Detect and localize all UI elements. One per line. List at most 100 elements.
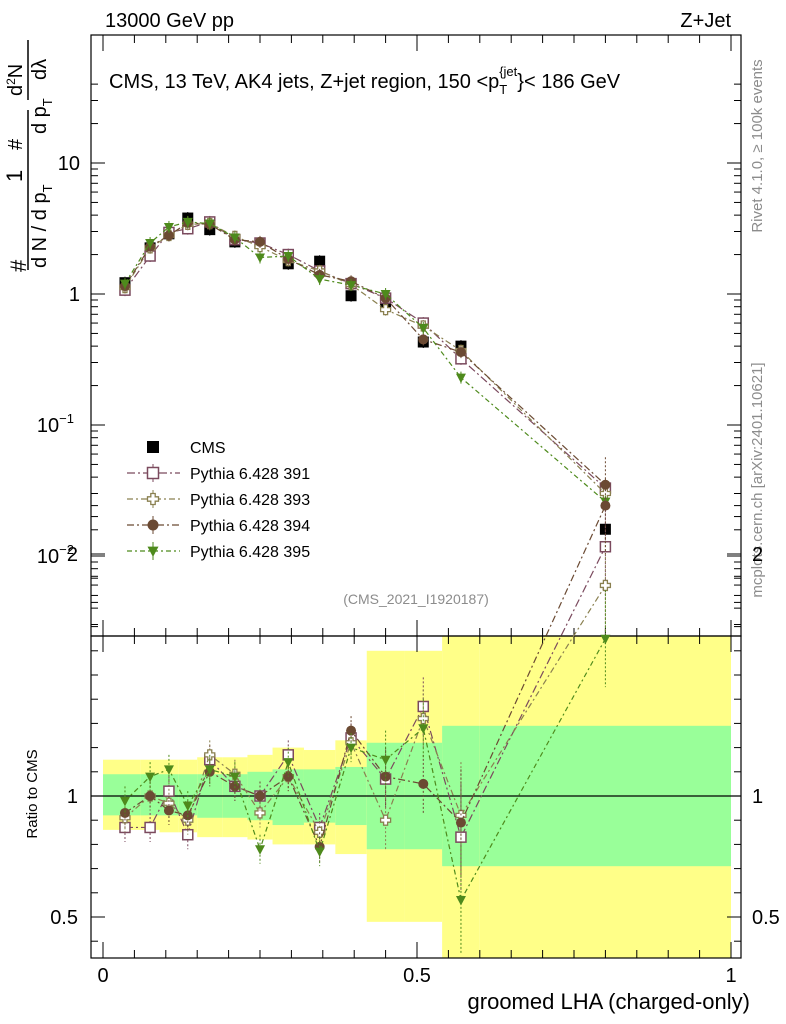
ratio-point	[418, 724, 429, 734]
x-axis-label: groomed LHA (charged-only)	[468, 989, 750, 1014]
ratio-y-label: Ratio to CMS	[24, 749, 41, 838]
ratio-tick-label: 2	[67, 544, 78, 566]
ratio-line	[124, 585, 606, 834]
ratio-point	[255, 791, 265, 801]
y-tick-label: 1	[69, 284, 80, 306]
legend-marker	[146, 466, 160, 480]
y-tick-label: 10	[58, 153, 80, 175]
legend-label: Pythia 6.428 393	[190, 492, 310, 509]
data-point	[204, 219, 215, 230]
ratio-point	[255, 845, 265, 855]
y-axis-label: # 1 d N / d pT # d2N d pT dλ	[2, 40, 55, 272]
data-point	[345, 290, 357, 302]
series-line	[124, 222, 606, 486]
analysis-label: (CMS_2021_I1920187)	[343, 591, 489, 607]
legend-entry: CMS	[147, 440, 226, 457]
data-point	[119, 279, 130, 290]
data-point	[145, 239, 156, 249]
x-tick-label: 0	[97, 965, 108, 987]
mcplots-label: mcplots.cern.ch [arXiv:2401.10621]	[749, 362, 766, 597]
ratio-point	[455, 817, 466, 828]
legend-label: Pythia 6.428 395	[190, 544, 310, 561]
ratio-line	[124, 638, 606, 902]
x-tick-label: 0.5	[403, 965, 431, 987]
ratio-point	[418, 778, 429, 789]
x-tick-label: 1	[725, 965, 736, 987]
ratio-point	[163, 805, 174, 816]
data-point	[418, 324, 429, 334]
ratio-point	[599, 579, 612, 592]
ratio-tick-label: 0.5	[50, 907, 78, 929]
data-point	[600, 479, 611, 490]
legend-entry: Pythia 6.428 391	[127, 464, 310, 483]
ratio-point	[145, 772, 156, 783]
data-point	[455, 373, 466, 384]
ratio-stat-band	[103, 774, 141, 816]
ratio-point	[380, 755, 391, 766]
ratio-point	[229, 772, 240, 783]
ratio-point	[119, 807, 130, 818]
ratio-point	[163, 765, 174, 775]
ratio-point	[600, 634, 611, 645]
ratio-point	[455, 896, 466, 906]
legend-entry: Pythia 6.428 395	[127, 542, 310, 561]
y-label-hash2: #	[5, 138, 27, 150]
ratio-frame	[90, 635, 742, 959]
legend-label: CMS	[190, 440, 226, 457]
ratio-point	[379, 814, 392, 826]
legend-marker	[147, 546, 159, 558]
data-point	[314, 255, 326, 267]
data-point	[455, 347, 466, 358]
y-label-one: 1	[2, 170, 27, 182]
y-label-hash: #	[6, 259, 31, 272]
rivet-version-label: Rivet 4.1.0, ≥ 100k events	[749, 59, 766, 232]
ratio-plot-area	[103, 636, 731, 958]
data-point	[379, 303, 392, 316]
svg-text:d pT: d pT	[29, 98, 55, 134]
legend-marker	[147, 519, 159, 531]
ratio-point	[144, 821, 156, 834]
ratio-point	[204, 765, 215, 775]
legend-label: Pythia 6.428 391	[190, 466, 310, 483]
ratio-point	[145, 791, 156, 801]
series-pythia-2	[119, 217, 612, 500]
process-label: Z+Jet	[680, 10, 731, 32]
ratio-point	[283, 758, 294, 768]
main-frame	[90, 34, 742, 637]
ratio-point	[254, 807, 266, 819]
data-point	[418, 334, 429, 345]
svg-text:d N / d pT: d N / d pT	[29, 184, 55, 268]
ratio-tick-label-right: 0.5	[752, 907, 780, 929]
ratio-tick-label-right: 1	[752, 786, 763, 808]
data-point	[380, 290, 391, 300]
axes: 10 1 10−1 10−2 0 0.5 1 0.5 0.5 1 1 2 2	[37, 34, 780, 987]
legend: CMS Pythia 6.428 391 Pythia 6.428 393 Pythi…	[127, 440, 310, 561]
data-point	[346, 281, 357, 291]
data-point	[229, 233, 240, 243]
y-tick-label: 10−1	[37, 411, 74, 437]
legend-entry: Pythia 6.428 394	[127, 516, 310, 535]
series-layer	[119, 212, 612, 536]
ratio-point	[346, 725, 357, 736]
data-point	[283, 252, 294, 262]
data-point	[255, 236, 265, 247]
legend-marker	[146, 492, 160, 506]
ratio-point	[314, 847, 325, 858]
ratio-point	[182, 801, 193, 812]
legend-label: Pythia 6.428 394	[190, 518, 310, 535]
y-label-lambda: dλ	[29, 59, 51, 80]
ratio-tick-label: 1	[67, 786, 78, 808]
data-point	[163, 222, 174, 233]
ratio-series-pythia-4	[119, 590, 611, 954]
ratio-point	[417, 712, 429, 725]
y-tick-label: 10−2	[37, 542, 74, 568]
legend-marker	[147, 441, 159, 453]
legend-entry: Pythia 6.428 393	[127, 490, 310, 509]
ratio-point	[119, 796, 130, 807]
data-point	[182, 217, 193, 228]
data-point	[314, 275, 325, 285]
ratio-series-layer	[119, 457, 612, 954]
ratio-tick-label-right: 2	[752, 544, 763, 566]
chart-title: CMS, 13 TeV, AK4 jets, Z+jet region, 150…	[109, 64, 621, 97]
